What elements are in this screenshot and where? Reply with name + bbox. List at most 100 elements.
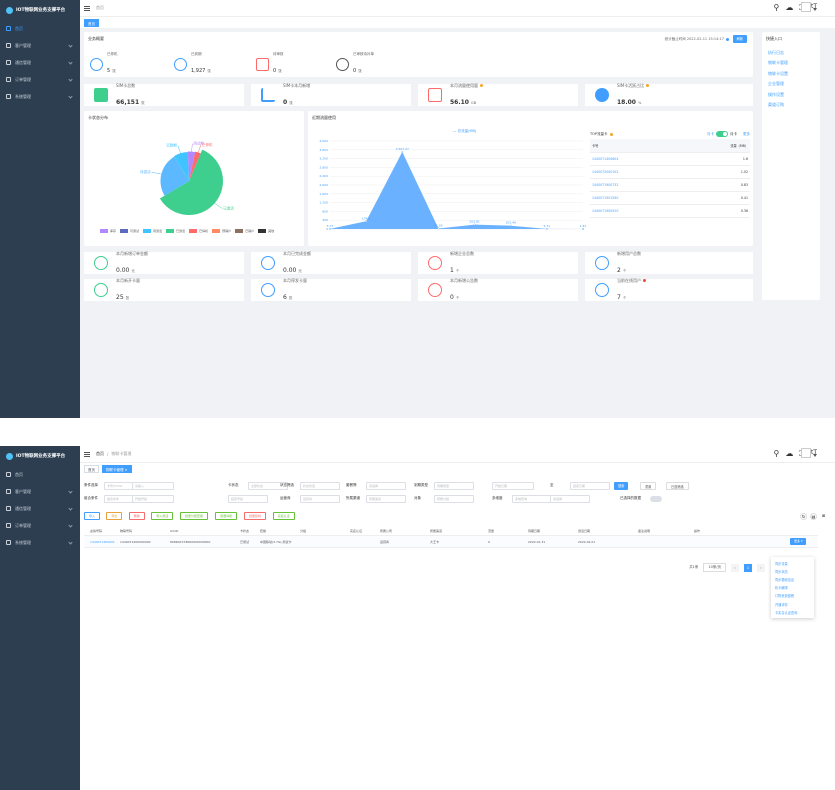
top-more-link[interactable]: 更多	[743, 131, 750, 136]
selected-data-toggle[interactable]	[650, 496, 662, 502]
op-button[interactable]: 删除	[128, 512, 145, 520]
quick-link-channel[interactable]: 渠道订购	[768, 101, 784, 107]
data-point[interactable]	[329, 227, 332, 230]
more-actions-button[interactable]: 更多 ▾	[790, 538, 807, 545]
data-point[interactable]	[437, 227, 440, 230]
top-card-number[interactable]: 1440071400604	[592, 157, 619, 161]
tag-home[interactable]: 首页	[84, 464, 99, 473]
column-header[interactable]: 所属渠道	[430, 529, 443, 533]
filter-input[interactable]: 全部状态	[248, 482, 288, 490]
data-point[interactable]	[365, 220, 368, 223]
search-icon[interactable]: ⚲	[773, 3, 780, 12]
data-point[interactable]	[509, 224, 512, 227]
filter-input[interactable]: 多维查询	[512, 495, 554, 503]
filter-input[interactable]: 结束号段	[228, 495, 268, 503]
series-legend[interactable]: — 总流量(MB)	[453, 128, 477, 133]
period-toggle[interactable]	[716, 131, 728, 137]
pie-slice[interactable]	[189, 151, 201, 181]
refresh-icon[interactable]: ↻	[800, 513, 807, 520]
reset-button[interactable]: 重置	[640, 482, 657, 490]
filter-input[interactable]: 所属分组	[434, 495, 474, 503]
legend-item[interactable]: 库存	[100, 229, 116, 233]
table-row[interactable]: 1440071400601 1440071400000000 89860X7X800…	[84, 536, 818, 548]
avatar[interactable]	[801, 2, 811, 12]
top-card-number[interactable]: 1440071901590	[592, 196, 619, 200]
column-header[interactable]: 流量	[488, 529, 495, 533]
column-header[interactable]: 套餐	[260, 529, 267, 533]
data-point[interactable]	[545, 227, 548, 230]
op-button[interactable]: 批量停机	[215, 512, 238, 520]
top-card-number[interactable]: 1440071900520	[592, 209, 619, 213]
sidebar-item-system[interactable]: 系统管理	[0, 534, 80, 551]
column-header[interactable]: 卡状态	[240, 529, 250, 533]
column-header[interactable]: 所属公司	[380, 529, 393, 533]
op-button[interactable]: 导入激活	[151, 512, 174, 520]
op-button[interactable]: 批量分配套餐	[180, 512, 209, 520]
columns-icon[interactable]: ▤	[810, 513, 817, 520]
filter-input[interactable]: 结束日期	[570, 482, 610, 490]
dropdown-item[interactable]: 开通详情	[775, 602, 788, 607]
column-header[interactable]: 到期日期	[528, 529, 541, 533]
sidebar-item-customers[interactable]: 客户管理	[0, 37, 80, 54]
refresh-button[interactable]: 刷新	[732, 35, 747, 43]
font-size-icon[interactable]: tT	[810, 3, 817, 10]
column-header[interactable]: 备注说明	[638, 529, 651, 533]
avatar[interactable]	[801, 448, 811, 458]
pie-slice[interactable]	[187, 151, 196, 182]
sidebar-item-system[interactable]: 系统管理	[0, 88, 80, 105]
sidebar-item-communication[interactable]: 通信管理	[0, 500, 80, 517]
column-header[interactable]: 激活日期	[578, 529, 591, 533]
page-number-button[interactable]: 1	[744, 563, 752, 572]
column-header[interactable]: 操作	[694, 529, 701, 533]
dropdown-item[interactable]: 同步流量	[775, 561, 788, 566]
filter-input[interactable]: 请选择	[550, 495, 590, 503]
op-button[interactable]: 实名认证	[272, 512, 295, 520]
dropdown-item[interactable]: 同步状态	[775, 569, 788, 574]
top-table-row[interactable]: 1440071900520 0.36	[590, 205, 750, 218]
dropdown-item[interactable]: 同步基础信息	[775, 577, 795, 582]
pie-slice[interactable]	[174, 152, 189, 181]
filter-input[interactable]: 请输入	[132, 482, 174, 490]
legend-item[interactable]: 预销户	[212, 229, 231, 233]
dropdown-item[interactable]: 卡实名认证查询	[775, 610, 798, 615]
sidebar-item-orders[interactable]: 订单管理	[0, 517, 80, 534]
quick-link-operations[interactable]: 操作设置	[768, 91, 784, 97]
top-card-number[interactable]: 1440071900732	[592, 183, 619, 187]
sidebar-item-communication[interactable]: 通信管理	[0, 54, 80, 71]
op-button[interactable]: 导出	[106, 512, 123, 520]
grid-icon[interactable]: ⊞	[821, 513, 826, 518]
column-header[interactable]: 实名认证	[350, 529, 363, 533]
filter-input[interactable]: 状态筛选	[300, 482, 340, 490]
filter-input[interactable]: 运营商	[300, 495, 340, 503]
breadcrumb-home[interactable]: 首页	[96, 451, 104, 456]
dropdown-item[interactable]: 机卡解绑	[775, 586, 788, 591]
op-button[interactable]: 导入	[84, 512, 101, 520]
pie-slice[interactable]	[160, 156, 190, 196]
op-button[interactable]: 批量复机	[244, 512, 267, 520]
filter-input[interactable]: 所属渠道	[366, 495, 406, 503]
filter-input[interactable]: 到期类型	[434, 482, 474, 490]
font-size-icon[interactable]: tT	[810, 449, 817, 456]
sidebar-item-orders[interactable]: 订单管理	[0, 71, 80, 88]
data-point[interactable]	[582, 227, 585, 230]
legend-item[interactable]: 待激活	[143, 229, 162, 233]
filter-input[interactable]: 开始号段	[132, 495, 174, 503]
column-header[interactable]: 分组	[300, 529, 307, 533]
column-header[interactable]: ICCID	[170, 529, 179, 533]
data-point[interactable]	[401, 150, 404, 153]
prev-page-button[interactable]: ‹	[731, 563, 739, 572]
filter-input[interactable]: 开始日期	[492, 482, 534, 490]
selected-filter-button[interactable]: 已选筛选	[666, 482, 689, 490]
top-table-row[interactable]: 1440072000102 1.02	[590, 166, 750, 179]
tag-card-management[interactable]: 物联卡管理 ×	[102, 464, 132, 473]
sidebar-item-customers[interactable]: 客户管理	[0, 483, 80, 500]
top-table-row[interactable]: 1440071901590 0.41	[590, 192, 750, 205]
sidebar-item-home[interactable]: 首页	[0, 466, 80, 483]
quick-link-log[interactable]: 执行日志	[768, 50, 784, 55]
dropdown-item[interactable]: 订购资费套餐	[775, 594, 795, 599]
caret-down-icon[interactable]	[813, 454, 817, 457]
page-size-select[interactable]: 10条/页	[703, 563, 726, 572]
pie-slice[interactable]	[159, 149, 223, 215]
next-page-button[interactable]: ›	[757, 563, 765, 572]
legend-item[interactable]: 已销户	[235, 229, 254, 233]
